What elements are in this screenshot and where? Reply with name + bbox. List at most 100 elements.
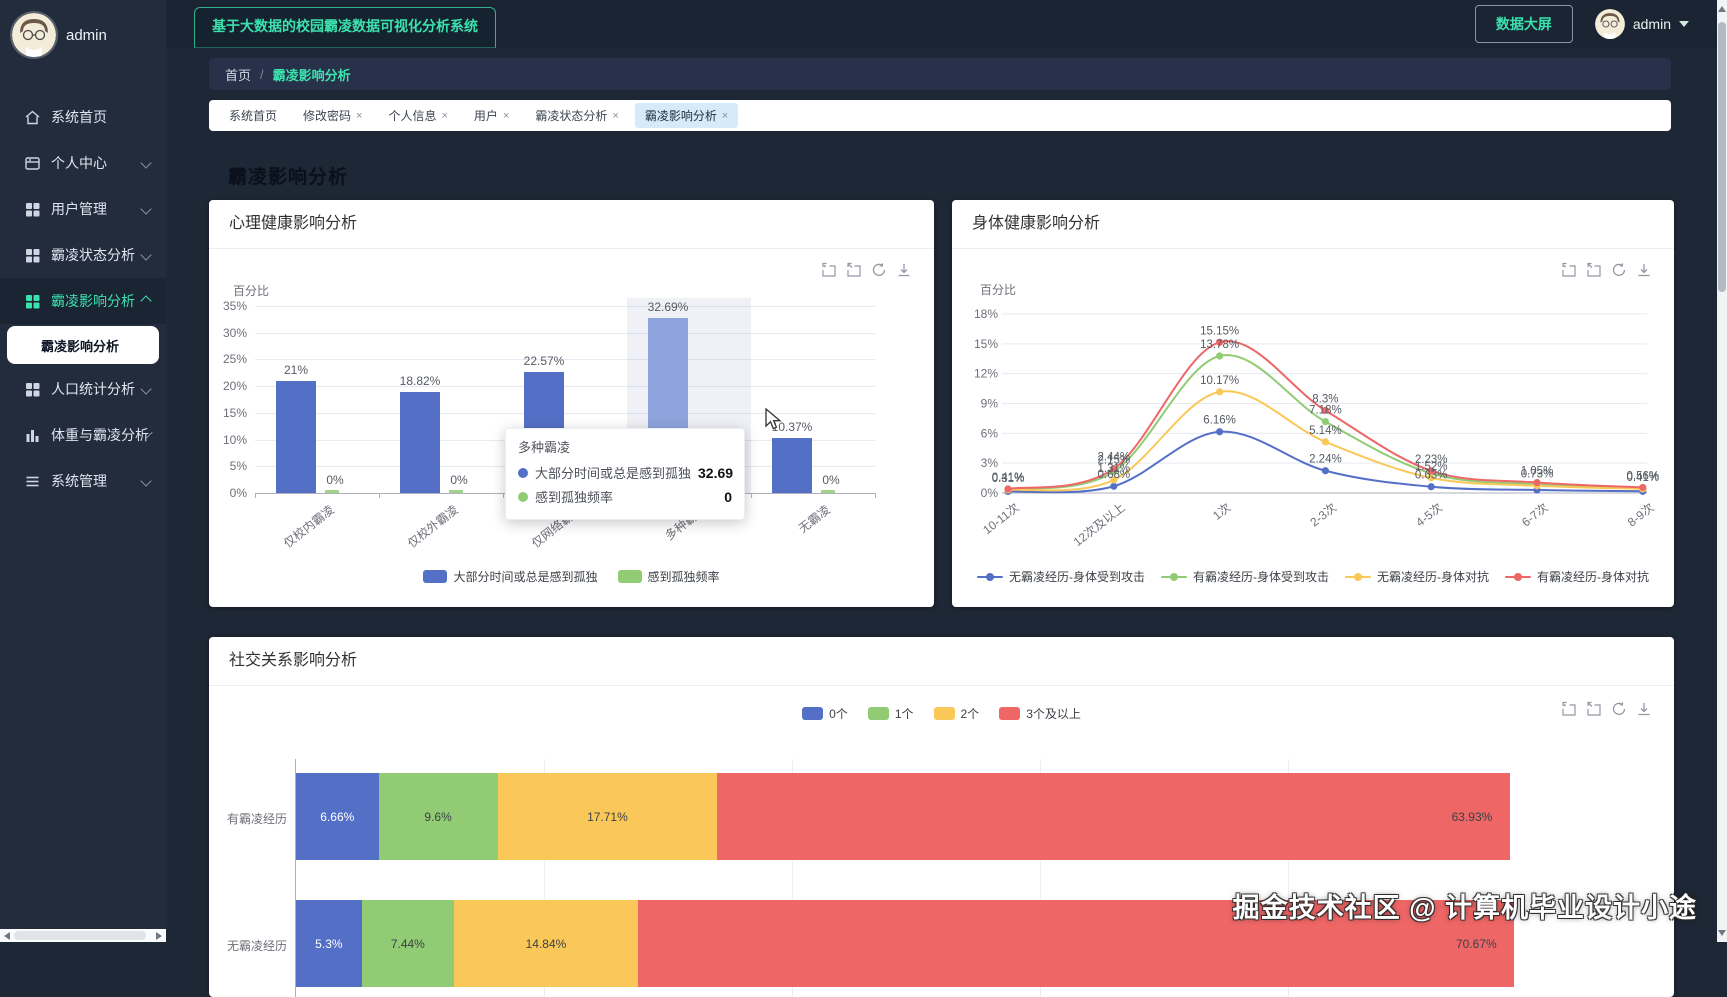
data-screen-button[interactable]: 数据大屏 — [1474, 5, 1573, 43]
y-tick-label: 6% — [981, 426, 999, 440]
tab-close-icon[interactable]: × — [612, 109, 619, 122]
tab-2[interactable]: 个人信息 × — [378, 103, 457, 128]
tab-close-icon[interactable]: × — [502, 109, 510, 122]
restore-icon[interactable] — [1586, 262, 1602, 278]
data-point-icon — [1321, 467, 1329, 475]
card-mental-health: 心理健康影响分析 百分比 0% 5% 10% 15% 20% 25% 30% 35% 21% 0% 仅… — [209, 200, 934, 607]
tooltip-title: 多种霸凌 — [518, 440, 571, 455]
refresh-icon[interactable] — [1611, 262, 1627, 278]
point-value-label: 0.73% — [1521, 469, 1554, 481]
scrollbar-thumb[interactable] — [1718, 22, 1726, 292]
x-category-label: 6-7次 — [1519, 500, 1551, 529]
gridline — [1040, 759, 1041, 997]
sidebar-item-0[interactable]: 系统首页 — [0, 94, 166, 140]
legend-item[interactable]: 无霸凌经历-身体对抗 — [1345, 568, 1489, 585]
sidebar-item-4[interactable]: 霸凌影响分析 — [0, 278, 166, 324]
sidebar-item-6[interactable]: 体重与霸凌分析 — [0, 412, 166, 458]
list-icon — [24, 473, 41, 490]
card-title: 身体健康影响分析 — [952, 200, 1674, 249]
tab-4[interactable]: 霸凌状态分析 × — [525, 103, 628, 128]
sidebar-item-7[interactable]: 系统管理 — [0, 458, 166, 504]
tab-1[interactable]: 修改密码 × — [293, 103, 372, 128]
point-value-label: 0.68% — [1097, 469, 1130, 481]
chart-tooltip: 多种霸凌 大部分时间或总是感到孤独 32.69 感到孤独频率 0 — [505, 428, 745, 520]
legend-item[interactable]: 0个 — [802, 705, 848, 722]
sidebar-user-name: admin — [66, 26, 107, 44]
x-category-label: 10-11次 — [980, 500, 1022, 537]
bar-无霸凌 — [772, 437, 812, 493]
tab-3[interactable]: 用户 × — [464, 103, 519, 128]
sidebar-horizontal-scrollbar[interactable] — [0, 929, 166, 942]
sidebar-item-1[interactable]: 个人中心 — [0, 140, 166, 186]
breadcrumb-separator: / — [260, 66, 264, 82]
tab-0[interactable]: 系统首页 — [219, 103, 287, 128]
point-value-label: 15.15% — [1200, 325, 1239, 337]
save-image-icon[interactable] — [1636, 701, 1652, 717]
app-title: 基于大数据的校园霸凌数据可视化分析系统 — [194, 7, 496, 48]
legend-item[interactable]: 大部分时间或总是感到孤独 — [423, 568, 598, 585]
legend-swatch-icon — [423, 570, 448, 583]
point-value-label: 0.56% — [1626, 470, 1659, 482]
data-zoom-icon[interactable] — [1561, 262, 1577, 278]
sidebar-item-2[interactable]: 用户管理 — [0, 186, 166, 232]
data-point-icon — [1639, 487, 1647, 495]
chevron-down-icon — [140, 203, 152, 215]
legend-dot-icon — [986, 572, 994, 581]
legend-line-icon — [977, 572, 1003, 581]
tab-label: 用户 — [473, 109, 498, 123]
sidebar-item-label: 系统首页 — [51, 109, 107, 125]
save-image-icon[interactable] — [1636, 262, 1652, 278]
x-category-label: 4-5次 — [1413, 500, 1445, 529]
restore-icon[interactable] — [846, 262, 862, 278]
data-point-icon — [1321, 417, 1329, 426]
legend-item[interactable]: 无霸凌经历-身体受到攻击 — [977, 568, 1145, 585]
refresh-icon[interactable] — [871, 262, 887, 278]
y-tick-label: 30% — [222, 325, 247, 340]
bar-value-label: 21% — [283, 362, 309, 377]
data-point-icon — [1533, 486, 1541, 494]
tab-bar: 系统首页 修改密码 × 个人信息 × 用户 × 霸凌状态分析 × 霸凌影响分析 × — [209, 100, 1671, 131]
scroll-down-icon[interactable] — [1718, 930, 1726, 936]
bar-secondary — [325, 490, 339, 493]
legend-item[interactable]: 2个 — [933, 705, 979, 722]
tab-close-icon[interactable]: × — [721, 109, 729, 122]
legend-label: 1个 — [894, 707, 914, 721]
legend-item[interactable]: 有霸凌经历-身体受到攻击 — [1161, 568, 1329, 585]
data-zoom-icon[interactable] — [1561, 701, 1577, 717]
legend-item[interactable]: 1个 — [867, 705, 914, 722]
scrollbar-thumb[interactable] — [14, 931, 146, 940]
sidebar-item-5[interactable]: 人口统计分析 — [0, 366, 166, 412]
refresh-icon[interactable] — [1611, 701, 1627, 717]
legend-item[interactable]: 3个及以上 — [999, 705, 1081, 722]
y-tick-label: 3% — [981, 456, 999, 470]
tooltip-value: 32.69 — [698, 464, 734, 481]
point-value-label: 1.05% — [1521, 466, 1554, 478]
segment-value-label: 17.71% — [587, 809, 628, 824]
scroll-up-icon[interactable] — [1718, 6, 1726, 12]
restore-icon[interactable] — [1586, 701, 1602, 717]
save-image-icon[interactable] — [896, 262, 912, 278]
data-point-icon — [1321, 406, 1329, 415]
breadcrumb-home[interactable]: 首页 — [225, 67, 252, 83]
legend-item[interactable]: 感到孤独频率 — [617, 568, 720, 585]
bar-secondary — [821, 490, 835, 493]
data-point-icon — [1639, 484, 1647, 493]
data-zoom-icon[interactable] — [821, 262, 837, 278]
tab-close-icon[interactable]: × — [356, 109, 363, 122]
social-relations-chart: 0个 1个 2个 3个及以上 有霸凌经历 6.66% 9.6% 17.71% 63.93% 无霸凌… — [209, 637, 1674, 997]
legend-item[interactable]: 有霸凌经历-身体对抗 — [1505, 568, 1649, 585]
sidebar-item-3[interactable]: 霸凌状态分析 — [0, 232, 166, 278]
scroll-right-icon[interactable] — [156, 932, 162, 940]
user-dropdown[interactable]: admin — [1594, 9, 1689, 39]
x-category-label: 12次及以上 — [1071, 500, 1128, 549]
scroll-left-icon[interactable] — [4, 932, 10, 940]
tab-close-icon[interactable]: × — [441, 109, 448, 122]
sidebar-subitem[interactable]: 霸凌影响分析 — [7, 326, 159, 364]
bar-segment-1个 — [361, 900, 454, 987]
legend-line-icon — [1161, 572, 1187, 581]
data-point-icon — [1004, 485, 1012, 493]
avatar — [12, 13, 56, 57]
data-point-icon — [1427, 483, 1435, 491]
tab-5[interactable]: 霸凌影响分析 × — [634, 103, 739, 128]
vertical-scrollbar[interactable] — [1717, 0, 1727, 942]
